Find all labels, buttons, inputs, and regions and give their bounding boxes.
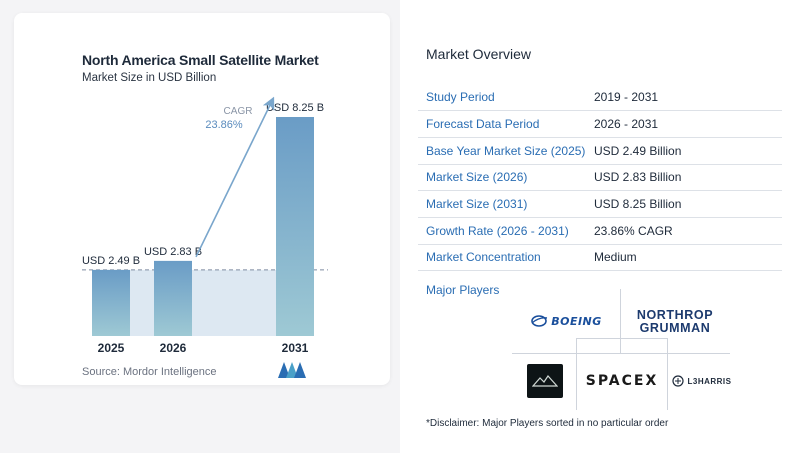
x-tick-2025: 2025: [98, 341, 125, 355]
x-tick-2026: 2026: [160, 341, 187, 355]
overview-value: Medium: [586, 244, 782, 272]
overview-value: USD 8.25 Billion: [586, 190, 782, 218]
cagr-label: CAGR: [224, 106, 253, 117]
boeing-logo: BOEING: [514, 308, 618, 334]
cagr-value: 23.86%: [205, 119, 243, 131]
market-overview-title: Market Overview: [426, 46, 532, 62]
boeing-text: BOEING: [551, 314, 602, 328]
overview-row: Market Size (2026) USD 2.83 Billion: [418, 164, 782, 192]
overview-row: Growth Rate (2026 - 2031) 23.86% CAGR: [418, 217, 782, 245]
overview-key: Study Period: [418, 84, 586, 112]
chart-subtitle: Market Size in USD Billion: [82, 72, 217, 84]
overview-key: Forecast Data Period: [418, 110, 586, 138]
bar-2025: [92, 269, 130, 336]
chart-title: North America Small Satellite Market: [82, 52, 319, 68]
overview-value: 2019 - 2031: [586, 84, 782, 112]
x-tick-2031: 2031: [282, 341, 309, 355]
overview-row: Study Period 2019 - 2031: [418, 84, 782, 112]
bar-2026: [154, 260, 192, 336]
overview-value: 23.86% CAGR: [586, 217, 782, 245]
overview-row: Base Year Market Size (2025) USD 2.49 Bil…: [418, 137, 782, 165]
mountain-logo-icon: [532, 375, 558, 387]
data-label-2025: USD 2.49 B: [82, 255, 140, 267]
bar-2031: [276, 117, 314, 336]
data-label-2031: USD 8.25 B: [266, 102, 324, 114]
overview-key: Market Concentration: [418, 244, 586, 272]
mountain-logo: [527, 364, 563, 398]
grumman-text: GRUMMAN: [639, 321, 711, 335]
spacex-logo: SPACEX: [580, 366, 664, 396]
data-label-2026: USD 2.83 B: [144, 246, 202, 258]
overview-key: Growth Rate (2026 - 2031): [418, 217, 586, 245]
chart-source: Source: Mordor Intelligence: [82, 366, 217, 378]
overview-row: Market Size (2031) USD 8.25 Billion: [418, 190, 782, 218]
market-overview-table: Study Period 2019 - 2031 Forecast Data Per…: [418, 84, 782, 272]
northrop-grumman-logo: NORTHROP GRUMMAN: [624, 308, 726, 336]
l3harris-logo: L3HARRIS: [670, 372, 734, 390]
disclaimer: *Disclaimer: Major Players sorted in no …: [426, 418, 669, 429]
overview-value: USD 2.49 Billion: [586, 137, 782, 165]
overview-key: Market Size (2031): [418, 190, 586, 218]
overview-value: USD 2.83 Billion: [586, 164, 782, 192]
overview-key: Market Size (2026): [418, 164, 586, 192]
l3harris-text: L3HARRIS: [687, 376, 732, 386]
boeing-mark-icon: [531, 315, 548, 327]
major-players-label: Major Players: [426, 283, 500, 297]
overview-value: 2026 - 2031: [586, 110, 782, 138]
overview-row: Market Concentration Medium: [418, 244, 782, 272]
northrop-text: NORTHROP: [636, 308, 714, 322]
overview-row: Forecast Data Period 2026 - 2031: [418, 110, 782, 138]
overview-key: Base Year Market Size (2025): [418, 137, 586, 165]
spacex-text: SPACEX: [585, 373, 659, 389]
l3harris-mark-icon: [672, 375, 685, 387]
bar-chart: USD 2.49 B 2025 USD 2.83 B 2026 USD 8.25 B 20…: [82, 96, 328, 355]
cagr-arrow: [195, 96, 275, 258]
mordor-logo-icon: [278, 362, 306, 378]
